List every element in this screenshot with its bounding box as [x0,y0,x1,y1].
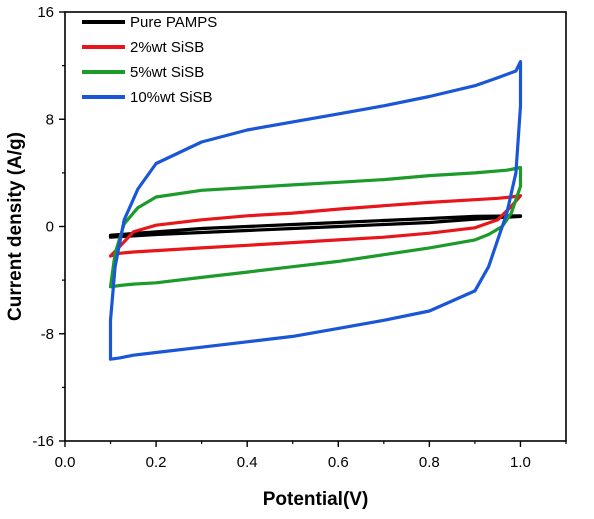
y-axis: -16 -8 0 8 16 [32,4,65,450]
x-tick-label: 1.0 [510,454,531,471]
x-tick-label: 0.2 [146,454,167,471]
legend-label-3: 10%wt SiSB [130,89,213,106]
y-tick-label: 8 [46,111,54,128]
y-tick-label: 0 [46,219,54,236]
legend-label-2: 5%wt SiSB [130,64,204,81]
series-line-3 [108,59,523,361]
series-line-2 [108,165,523,289]
y-tick-label: -8 [41,326,54,343]
x-axis-title: Potential(V) [263,489,369,510]
series-line-1 [108,194,523,258]
legend: Pure PAMPS 2%wt SiSB 5%wt SiSB 10%wt SiSB [82,14,217,106]
x-tick-label: 0.6 [328,454,349,471]
y-tick-label: -16 [32,433,54,450]
series-line-0 [108,214,523,239]
legend-label-1: 2%wt SiSB [130,39,204,56]
legend-label-0: Pure PAMPS [130,14,217,31]
x-tick-label: 0.4 [237,454,258,471]
x-axis: 0.0 0.2 0.4 0.6 0.8 1.0 [55,441,567,471]
y-tick-label: 16 [37,4,54,21]
y-axis-title: Current density (A/g) [5,132,26,321]
x-tick-label: 0.8 [419,454,440,471]
x-tick-label: 0.0 [55,454,76,471]
